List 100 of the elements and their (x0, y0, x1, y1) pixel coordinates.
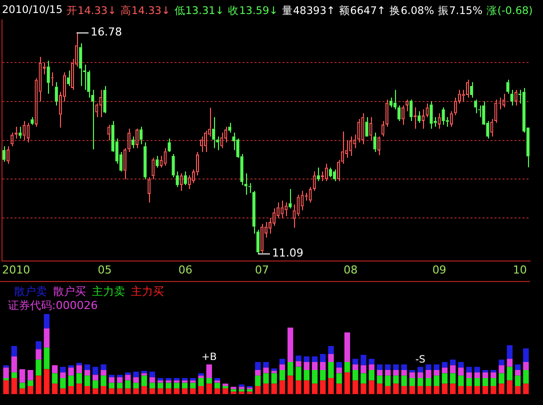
bar (108, 377, 115, 383)
bar (344, 332, 350, 362)
bar (11, 378, 18, 394)
bar (442, 362, 448, 368)
bar (68, 365, 74, 368)
bar (125, 388, 131, 394)
candlestick (333, 169, 336, 182)
bar (263, 362, 269, 368)
bar (352, 370, 358, 380)
bar (166, 382, 172, 388)
annotation: 11.09 (272, 246, 304, 260)
bar (434, 370, 440, 376)
bar (28, 386, 34, 394)
bar (255, 376, 261, 386)
x-tick-label: 05 (98, 263, 112, 276)
bar (238, 384, 244, 387)
bar (450, 373, 456, 384)
bar (222, 388, 228, 394)
annotation: +B (202, 352, 217, 363)
bar (68, 368, 74, 376)
bar (84, 364, 90, 370)
bar (514, 376, 521, 386)
bar (174, 382, 180, 388)
bar (376, 364, 383, 370)
candlestick (373, 132, 376, 153)
bar (19, 382, 26, 388)
bar (466, 372, 472, 378)
bar (36, 360, 42, 376)
series-label: 散户卖 (14, 284, 47, 299)
bar (360, 354, 366, 366)
bar (44, 369, 50, 394)
bar (76, 373, 82, 384)
bar (304, 356, 310, 362)
bar (288, 376, 294, 394)
bar (246, 389, 253, 392)
bar (182, 380, 188, 383)
bar (182, 382, 188, 388)
bar (133, 388, 139, 394)
bar (450, 365, 456, 374)
bar (52, 365, 58, 374)
bar (426, 370, 432, 378)
bar (434, 386, 440, 394)
bar (344, 362, 350, 372)
candlestick (328, 167, 332, 178)
bar (482, 378, 488, 386)
bar (482, 386, 488, 394)
bar (360, 365, 366, 374)
bar (376, 384, 383, 394)
bar (116, 382, 123, 388)
text: 散户买 (53, 284, 86, 299)
bar (125, 372, 131, 375)
x-tick-label: 10 (512, 263, 527, 276)
x-tick-label: 06 (178, 263, 192, 276)
bar (296, 356, 302, 362)
bar (498, 384, 504, 394)
bar (100, 376, 106, 386)
bar (125, 374, 131, 380)
bar (409, 386, 416, 394)
bar (190, 380, 196, 383)
bar (450, 384, 456, 394)
candlestick (83, 64, 86, 90)
annotation: 16.78 (90, 25, 122, 38)
bar (141, 386, 147, 394)
bar (376, 376, 383, 384)
bar (385, 386, 391, 394)
bar (190, 382, 196, 388)
bar (474, 366, 480, 372)
bar (28, 370, 34, 380)
bar (523, 370, 529, 384)
bar (523, 384, 529, 394)
bar (44, 348, 50, 370)
bar (11, 372, 18, 378)
bar (125, 380, 131, 388)
text: 2010/10/15 开14.33↓ 高14.33↓ 低13.31↓ 收13.59↓ 量48393↑ 额6647↑ 换6.08% 振7.15% 涨(-0.68) (2, 4, 533, 17)
candlestick (30, 116, 34, 126)
x-tick-label: 08 (344, 263, 358, 276)
bar (328, 362, 334, 378)
bar (149, 372, 156, 378)
bar (255, 370, 261, 376)
bar (352, 380, 358, 394)
bar (514, 386, 521, 394)
bar (312, 356, 318, 362)
x-tick-label: 2010 (2, 263, 30, 276)
bar (60, 372, 66, 378)
bar (393, 364, 399, 370)
bar (417, 366, 424, 372)
bar (304, 380, 310, 394)
bar (434, 364, 440, 370)
bar (271, 384, 277, 394)
candlestick (470, 82, 474, 98)
bar (52, 373, 58, 384)
bar (466, 366, 472, 372)
bar (514, 370, 521, 376)
candlestick (442, 106, 445, 126)
bar (36, 376, 42, 394)
bar (442, 384, 448, 394)
bar (149, 388, 156, 394)
annotation: -S (415, 354, 426, 366)
bar (11, 346, 18, 356)
bar (352, 364, 358, 370)
